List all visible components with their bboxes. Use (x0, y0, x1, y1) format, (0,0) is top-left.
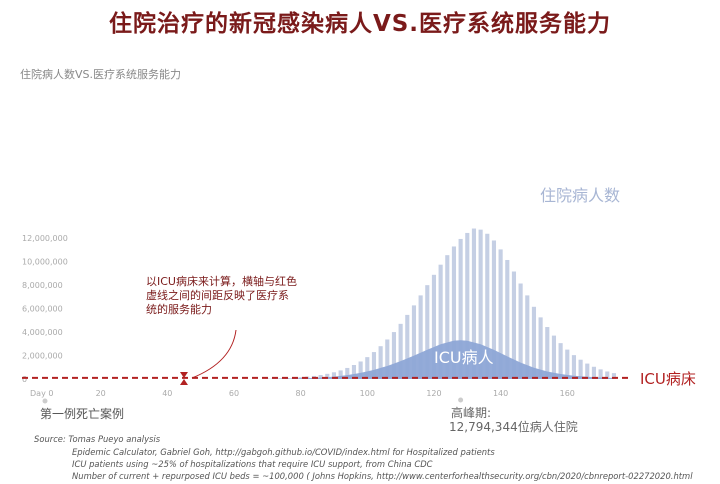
hospitalized-bar (325, 373, 330, 379)
hospitalized-bar (391, 332, 397, 379)
hospitalized-bar (585, 363, 590, 379)
gap-arrow-down (179, 372, 188, 378)
hospitalized-bar (405, 314, 410, 379)
hospitalized-bar (445, 255, 450, 379)
hospitalized-bar (518, 283, 523, 379)
hospitalized-bar (565, 349, 570, 379)
y-tick-label: 8,000,000 (22, 281, 63, 290)
x-tick-label: 100 (360, 389, 375, 398)
hospitalized-bar (418, 295, 423, 379)
hospitalized-bar (478, 229, 483, 379)
main-title: 住院治疗的新冠感染病人VS.医疗系统服务能力 (108, 11, 612, 37)
hospitalized-bar (331, 372, 337, 379)
hospitalized-bar (438, 264, 443, 379)
hospitalized-bar (345, 367, 350, 379)
hospitalized-bar (551, 335, 557, 379)
hospitalized-bar (545, 327, 550, 379)
y-tick-label: 10,000,000 (22, 257, 68, 266)
hospitalized-bar (425, 285, 430, 379)
hospitalized-bar (278, 378, 283, 379)
hospitalized-bar (338, 370, 343, 379)
x-tick-label: 160 (560, 389, 575, 398)
annotation-line: 以ICU病床来计算，横轴与红色 (146, 274, 297, 288)
y-tick-label: 0 (22, 375, 27, 384)
annotation-pointer (191, 329, 237, 379)
x-tick-label: 60 (229, 389, 239, 398)
hospitalized-bar (571, 355, 577, 379)
y-axis-ticks: 0 2,000,000 4,000,000 6,000,000 8,000,000 10,… (22, 234, 68, 384)
hospitalized-bar (431, 274, 437, 379)
hospitalized-bar (358, 361, 363, 379)
source-line: Source: Tomas Pueyo analysis (34, 434, 161, 444)
x-tick-label: 20 (96, 389, 106, 398)
hospitalized-bar (458, 238, 463, 379)
hospitalized-bar (591, 366, 597, 379)
y-tick-label: 4,000,000 (22, 328, 63, 337)
gap-arrow-up (179, 379, 188, 385)
hospitalized-bar (451, 246, 457, 379)
hospitalized-bar (531, 306, 537, 379)
hospitalized-bar (525, 295, 530, 379)
hospitalized-bar (611, 373, 617, 379)
hospitalized-bar (538, 317, 543, 379)
source-line: ICU patients using ~25% of hospitalizati… (72, 459, 433, 469)
hospitalized-bar (511, 271, 517, 379)
annotation-line: 统的服务能力 (146, 302, 212, 316)
chart-subtitle: 住院病人数VS.医疗系统服务能力 (20, 67, 181, 81)
annotation-line: 虚线之间的间距反映了医疗系 (146, 288, 289, 302)
hospitalized-bar (491, 240, 497, 379)
source-line: Number of current + repurposed ICU beds … (72, 471, 693, 481)
hospitalized-bar (471, 228, 477, 379)
hospitalized-bar (298, 377, 303, 379)
hospitalized-bar (398, 323, 403, 379)
y-tick-label: 2,000,000 (22, 351, 63, 360)
hospitalized-bar (558, 343, 563, 379)
hospitalized-bar (598, 369, 603, 379)
source-line: Epidemic Calculator, Gabriel Goh, http:/… (72, 447, 495, 457)
hospitalized-bar (318, 375, 323, 379)
hospitalized-bar (485, 233, 490, 379)
x-tick-label: Day 0 (30, 389, 53, 398)
capacity-annotation: 以ICU病床来计算，横轴与红色 虚线之间的间距反映了医疗系 统的服务能力 (146, 274, 297, 379)
hospitalized-bar (385, 339, 390, 379)
capacity-gap-marker (179, 372, 188, 385)
x-axis-ticks: Day 0 20 40 60 80 100 120 140 160 (30, 389, 575, 398)
icu-area (267, 340, 614, 379)
hospitalized-bars (265, 228, 617, 379)
peak-marker (458, 397, 464, 403)
peak-value-label: 12,794,344位病人住院 (449, 419, 578, 434)
hospitalized-bar (378, 346, 383, 379)
hospitalized-bar (411, 305, 417, 379)
peak-label: 高峰期: (451, 405, 491, 420)
hospitalized-bar (465, 232, 470, 379)
hospitalized-bar (351, 365, 357, 379)
first-death-marker (42, 398, 48, 404)
hospitalized-series-label: 住院病人数 (540, 186, 620, 205)
x-tick-label: 120 (426, 389, 441, 398)
x-tick-label: 140 (493, 389, 508, 398)
icu-series-label: ICU病人 (434, 348, 494, 367)
icu-capacity-label: ICU病床 (640, 370, 696, 388)
x-tick-label: 40 (162, 389, 172, 398)
hospitalized-bar (605, 371, 610, 379)
hospitalized-bar (365, 357, 370, 379)
y-tick-label: 6,000,000 (22, 304, 63, 313)
first-death-label: 第一例死亡案例 (40, 406, 124, 421)
hospitalized-bar (371, 352, 377, 379)
x-tick-label: 80 (296, 389, 306, 398)
y-tick-label: 12,000,000 (22, 234, 68, 243)
hospitalized-bar (505, 259, 510, 379)
hospitalized-bar (498, 249, 503, 379)
hospitalized-bar (578, 359, 583, 379)
